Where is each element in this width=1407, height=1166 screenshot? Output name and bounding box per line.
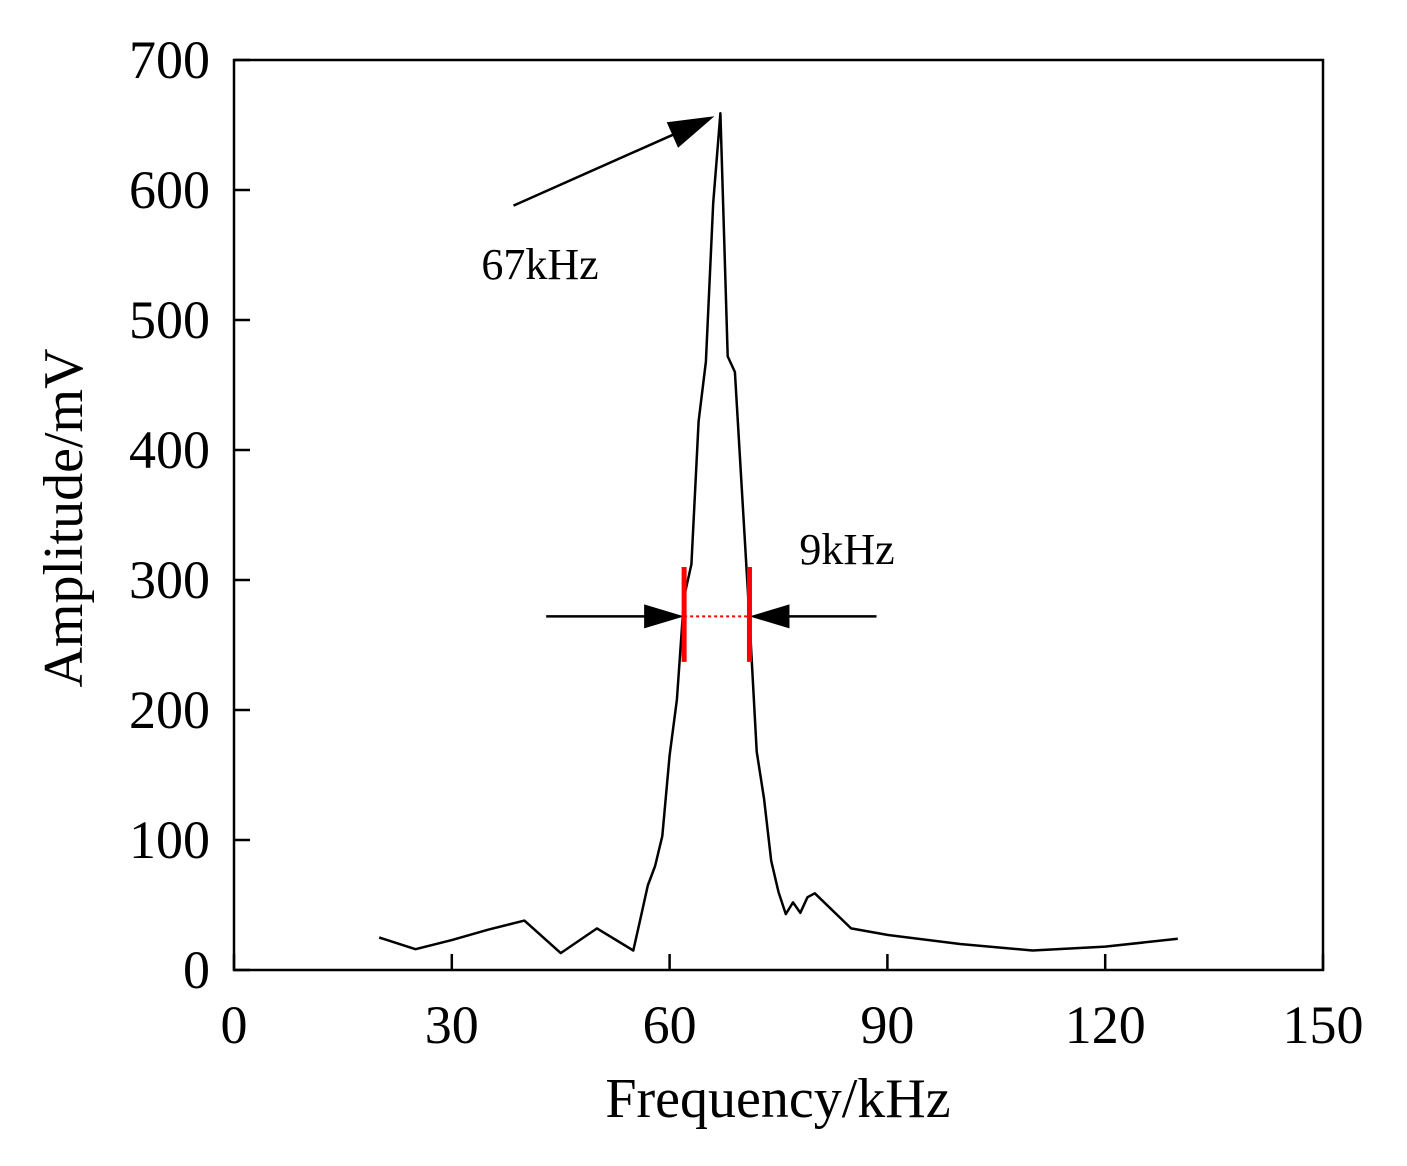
x-tick-label: 30 — [425, 995, 479, 1055]
bandwidth-label: 9kHz — [799, 525, 894, 574]
y-tick-label: 400 — [129, 420, 210, 480]
y-tick-label: 700 — [129, 30, 210, 90]
y-tick-label: 300 — [129, 550, 210, 610]
x-tick-label: 90 — [860, 995, 914, 1055]
data-series-line — [378, 112, 1178, 955]
y-tick-label: 100 — [129, 810, 210, 870]
y-axis-ticks: 0 100 200 300 400 500 600 700 — [129, 30, 250, 1000]
x-tick-label: 0 — [221, 995, 248, 1055]
peak-frequency-label: 67kHz — [481, 240, 598, 289]
x-tick-label: 60 — [643, 995, 697, 1055]
plot-frame — [232, 58, 1325, 972]
y-tick-label: 200 — [129, 680, 210, 740]
peak-arrowhead — [666, 116, 715, 148]
y-tick-label: 0 — [183, 940, 210, 1000]
x-axis-ticks: 0 30 60 90 120 150 — [221, 954, 1364, 1055]
x-tick-label: 120 — [1065, 995, 1146, 1055]
bandwidth-left-arrowhead — [644, 604, 685, 629]
x-tick-label: 150 — [1283, 995, 1364, 1055]
y-tick-label: 600 — [129, 160, 210, 220]
peak-arrow — [513, 131, 679, 207]
y-tick-label: 500 — [129, 290, 210, 350]
bandwidth-right-arrowhead — [749, 604, 790, 629]
x-axis-title: Frequency/kHz — [605, 1068, 950, 1130]
y-axis-title: Amplitude/mV — [33, 348, 95, 687]
